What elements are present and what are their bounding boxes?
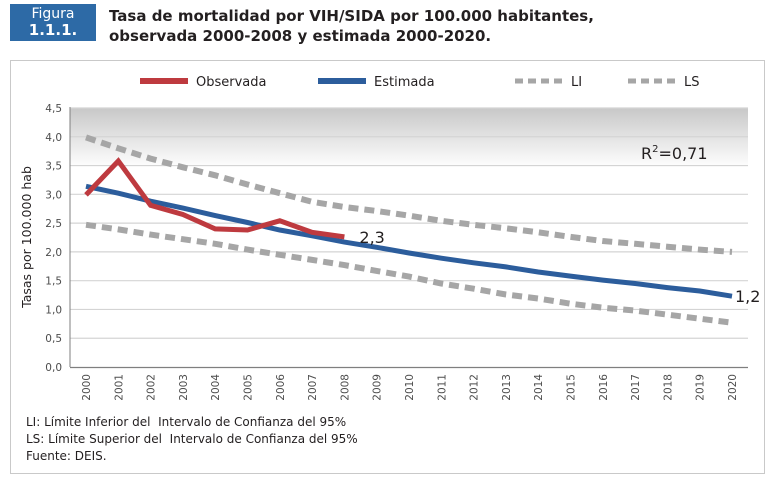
r-squared-value: =0,71 [659, 144, 708, 163]
r-squared-annotation: R2=0,71 [641, 144, 708, 163]
x-tick-label: 2003 [178, 374, 190, 401]
data-labels: 2,3 1,2 [359, 228, 760, 306]
x-tick-label: 2004 [210, 374, 222, 401]
y-tick-label: 2,5 [45, 218, 62, 230]
x-tick-label: 2014 [533, 374, 545, 401]
y-tick-label: 2,0 [45, 247, 62, 259]
note-li: LI: Límite Inferior del Intervalo de Con… [26, 415, 347, 429]
figure-title: Tasa de mortalidad por VIH/SIDA por 100.… [109, 6, 749, 46]
note-ls: LS: Límite Superior del Intervalo de Con… [26, 432, 358, 446]
end-label-observada: 2,3 [359, 228, 384, 247]
x-tick-label: 2016 [598, 374, 610, 401]
figure-badge: Figura 1.1.1. [10, 4, 96, 41]
y-tick-label: 3,0 [45, 189, 62, 201]
x-tick-label: 2018 [662, 374, 674, 401]
y-tick-label: 0,0 [45, 362, 62, 374]
figure-title-line-2: observada 2000-2008 y estimada 2000-2020… [109, 27, 492, 45]
chart-notes: LI: Límite Inferior del Intervalo de Con… [26, 414, 358, 465]
r-squared-base: R [641, 144, 652, 163]
y-axis-ticks: 0,0 0,5 1,0 1,5 2,0 2,5 3,0 3,5 4,0 4,5 [45, 103, 62, 374]
x-tick-label: 2010 [404, 374, 416, 401]
chart-frame [10, 60, 765, 474]
y-tick-label: 0,5 [45, 333, 62, 345]
series-line-li [85, 221, 733, 326]
series-lines [84, 134, 733, 326]
y-tick-label: 1,0 [45, 304, 62, 316]
note-source: Fuente: DEIS. [26, 449, 107, 463]
x-tick-label: 2011 [436, 374, 448, 401]
series-line-ls [85, 134, 733, 255]
x-tick-label: 2001 [113, 374, 125, 401]
x-tick-label: 2000 [81, 374, 93, 401]
legend-label-li: LI [571, 75, 582, 90]
x-tick-label: 2019 [695, 374, 707, 401]
x-tick-label: 2015 [566, 374, 578, 401]
legend-label-estimada: Estimada [374, 75, 435, 90]
y-tick-label: 4,0 [45, 132, 62, 144]
x-tick-label: 2020 [727, 374, 739, 401]
y-axis-title: Tasas por 100.000 hab [19, 166, 34, 309]
figure-label-word: Figura [31, 6, 75, 22]
y-tick-label: 1,5 [45, 276, 62, 288]
x-tick-label: 2013 [501, 374, 513, 401]
r-squared-sup: 2 [652, 144, 658, 155]
figure-label-number: 1.1.1. [28, 21, 78, 39]
y-tick-label: 3,5 [45, 161, 62, 173]
legend-label-observada: Observada [196, 75, 266, 90]
plot-top-shading [70, 108, 748, 168]
x-axis-ticks: 2000 2001 2002 2003 2004 2005 2006 2007 2008 2009… [81, 374, 739, 401]
x-tick-label: 2017 [630, 374, 642, 401]
x-tick-label: 2002 [146, 374, 158, 401]
end-label-estimada: 1,2 [735, 287, 760, 306]
chart-legend: Observada Estimada LI LS [140, 75, 700, 90]
x-tick-label: 2012 [469, 374, 481, 401]
x-tick-label: 2008 [339, 374, 351, 401]
x-tick-label: 2005 [243, 374, 255, 401]
y-tick-label: 4,5 [45, 103, 62, 115]
x-tick-label: 2009 [372, 374, 384, 401]
legend-label-ls: LS [684, 75, 700, 90]
x-tick-label: 2007 [307, 374, 319, 401]
figure-title-line-1: Tasa de mortalidad por VIH/SIDA por 100.… [109, 7, 594, 25]
x-tick-label: 2006 [275, 374, 287, 401]
